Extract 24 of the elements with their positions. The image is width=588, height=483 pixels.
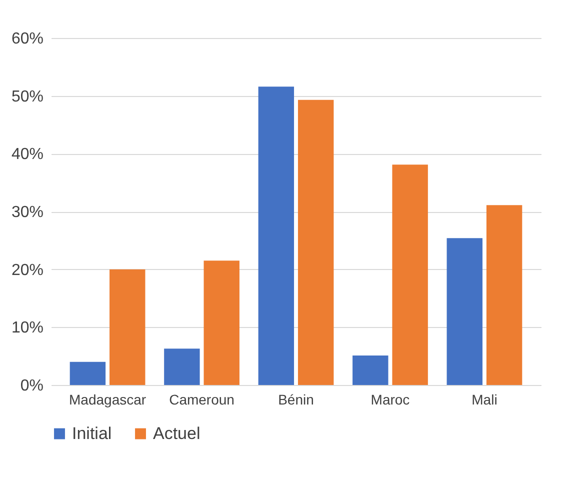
x-tick-label: Madagascar (69, 392, 146, 408)
bar (110, 269, 146, 385)
y-tick-label: 50% (11, 88, 44, 106)
x-tick-label: Cameroun (169, 392, 234, 408)
bar (70, 362, 106, 385)
x-tick-label: Mali (472, 392, 498, 408)
x-tick-label: Bénin (278, 392, 314, 408)
y-tick-label: 0% (20, 378, 44, 394)
bar (486, 205, 522, 385)
y-tick-label: 60% (11, 30, 44, 48)
legend-label: Initial (72, 424, 112, 443)
bar (352, 356, 388, 385)
bar (446, 238, 482, 385)
bar (392, 164, 428, 385)
bar (164, 348, 200, 385)
y-tick-label: 20% (11, 262, 44, 279)
x-tick-label: Maroc (370, 392, 410, 408)
bar (258, 86, 294, 385)
legend-label: Actuel (153, 424, 200, 443)
bar (204, 260, 240, 385)
y-tick-label: 30% (11, 204, 44, 221)
y-tick-label: 10% (11, 320, 44, 337)
bar (298, 100, 334, 385)
y-tick-label: 40% (11, 146, 44, 164)
